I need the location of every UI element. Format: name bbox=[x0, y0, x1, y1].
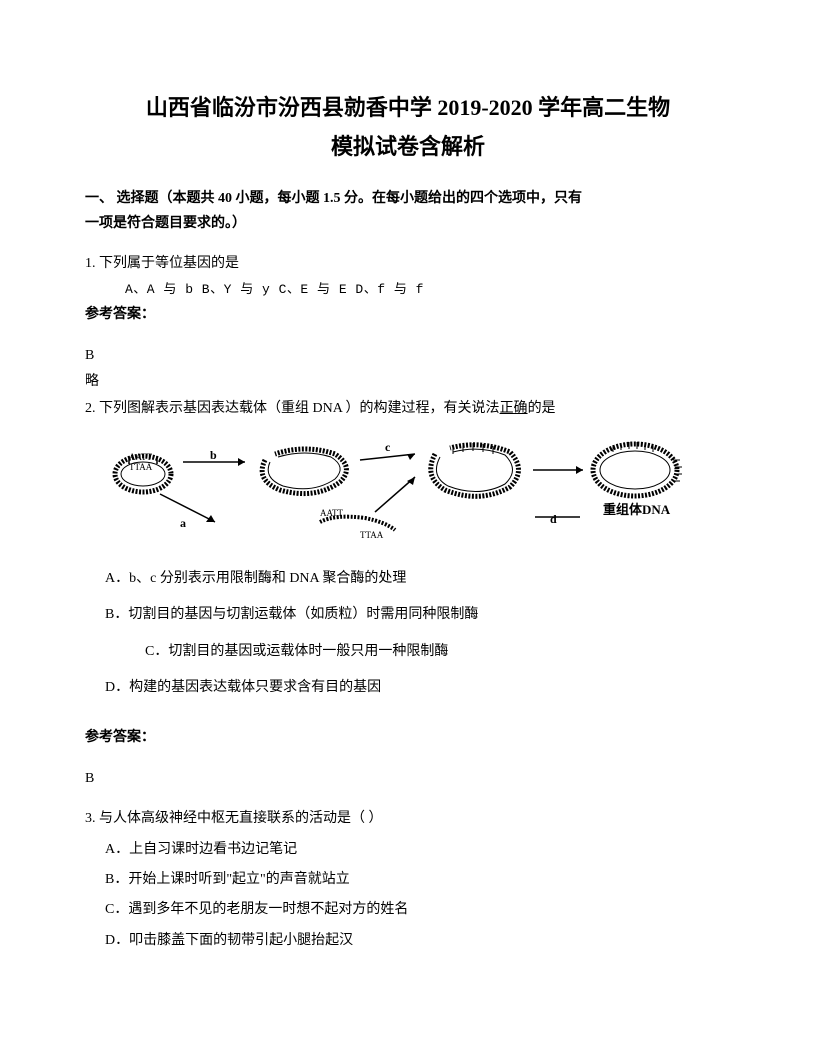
diagram-final-label: 重组体DNA bbox=[603, 500, 670, 521]
q1-text: 1. 下列属于等位基因的是 bbox=[85, 253, 731, 275]
q2-text-prefix: 2. 下列图解表示基因表达载体（重组 DNA ）的构建过程，有关说法 bbox=[85, 401, 500, 416]
diagram-ttaa1: TTAA bbox=[129, 460, 152, 474]
diagram-c: c bbox=[385, 438, 390, 457]
title-line1: 山西省临汾市汾西县勍香中学 2019-2020 学年高二生物 bbox=[85, 90, 731, 125]
q2-optD: D．构建的基因表达载体只要求含有目的基因 bbox=[105, 677, 731, 699]
title-line2: 模拟试卷含解析 bbox=[85, 129, 731, 164]
q3-text: 3. 与人体高级神经中枢无直接联系的活动是（ ） bbox=[85, 808, 731, 830]
q2-text: 2. 下列图解表示基因表达载体（重组 DNA ）的构建过程，有关说法正确的是 bbox=[85, 398, 731, 420]
section-header-line2: 一项是符合题目要求的。） bbox=[85, 213, 731, 235]
q1-options: A、A 与 b B、Y 与 y C、E 与 E D、f 与 f bbox=[125, 280, 731, 301]
q3-optC: C．遇到多年不见的老朋友一时想不起对方的姓名 bbox=[105, 899, 731, 921]
q2-text-suffix: 的是 bbox=[528, 401, 556, 416]
q1-answer-label: 参考答案： bbox=[85, 304, 731, 326]
section-header-line1: 一、 选择题（本题共 40 小题，每小题 1.5 分。在每小题给出的四个选项中，… bbox=[85, 188, 731, 210]
q3-optA: A．上自习课时边看书边记笔记 bbox=[105, 839, 731, 861]
q2-answer-label: 参考答案： bbox=[85, 727, 731, 749]
diagram-d: d bbox=[550, 510, 557, 529]
diagram-a: a bbox=[180, 514, 186, 533]
diagram-ttaa2: TTAA bbox=[360, 528, 383, 542]
q3-optD: D．叩击膝盖下面的韧带引起小腿抬起汉 bbox=[105, 930, 731, 952]
q1-answer: B bbox=[85, 345, 731, 367]
q2-optA: A．b、c 分别表示用限制酶和 DNA 聚合酶的处理 bbox=[105, 568, 731, 590]
q2-optB: B．切割目的基因与切割运载体（如质粒）时需用同种限制酶 bbox=[105, 604, 731, 626]
q2-optC: C．切割目的基因或运载体时一般只用一种限制酶 bbox=[145, 641, 731, 663]
q3-optB: B．开始上课时听到"起立"的声音就站立 bbox=[105, 869, 731, 891]
diagram-b: b bbox=[210, 446, 217, 465]
q1-answer-note: 略 bbox=[85, 371, 731, 393]
diagram-aatt2: AATT bbox=[320, 506, 343, 520]
recombinant-dna-diagram: AATT TTAA b a c AATT TTAA d 重组体DNA bbox=[105, 432, 685, 552]
q2-text-underline: 正确 bbox=[500, 401, 528, 416]
q2-answer: B bbox=[85, 768, 731, 790]
